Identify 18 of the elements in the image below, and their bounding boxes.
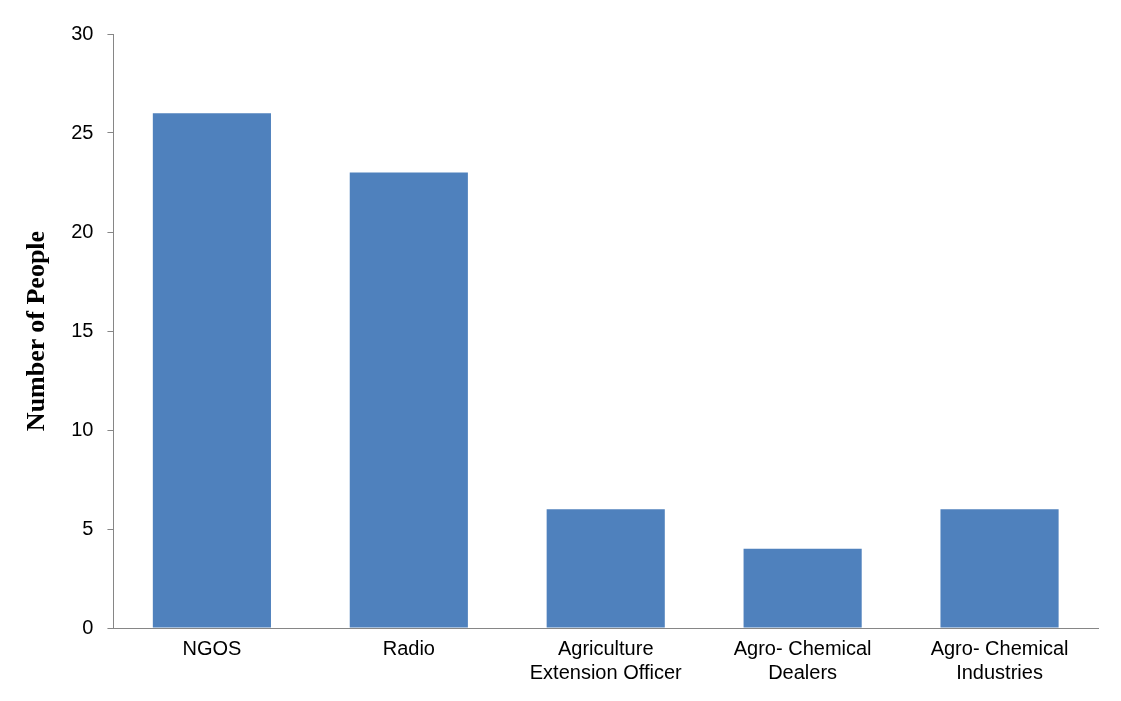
bar — [940, 509, 1059, 628]
x-tick-label: Radio — [382, 636, 435, 659]
y-axis-title: Number of People — [21, 230, 51, 432]
bar — [152, 113, 271, 628]
y-tick-label: 20 — [71, 219, 94, 242]
x-tick-label: Agro- Chemical Dealers — [733, 636, 872, 683]
y-tick-label: 0 — [82, 615, 94, 638]
bar — [743, 548, 862, 628]
bar — [546, 509, 665, 628]
y-tick-label: 25 — [71, 120, 94, 143]
bar — [349, 172, 468, 628]
x-tick-label: NGOS — [182, 636, 242, 659]
x-tick-label: Agro- Chemical Industries — [930, 636, 1069, 683]
x-tick-label: Agriculture Extension Officer — [529, 636, 683, 683]
y-tick-label: 10 — [71, 417, 94, 440]
y-tick-label: 15 — [71, 318, 94, 341]
y-tick-label: 5 — [82, 516, 94, 539]
y-tick-label: 30 — [71, 21, 94, 44]
